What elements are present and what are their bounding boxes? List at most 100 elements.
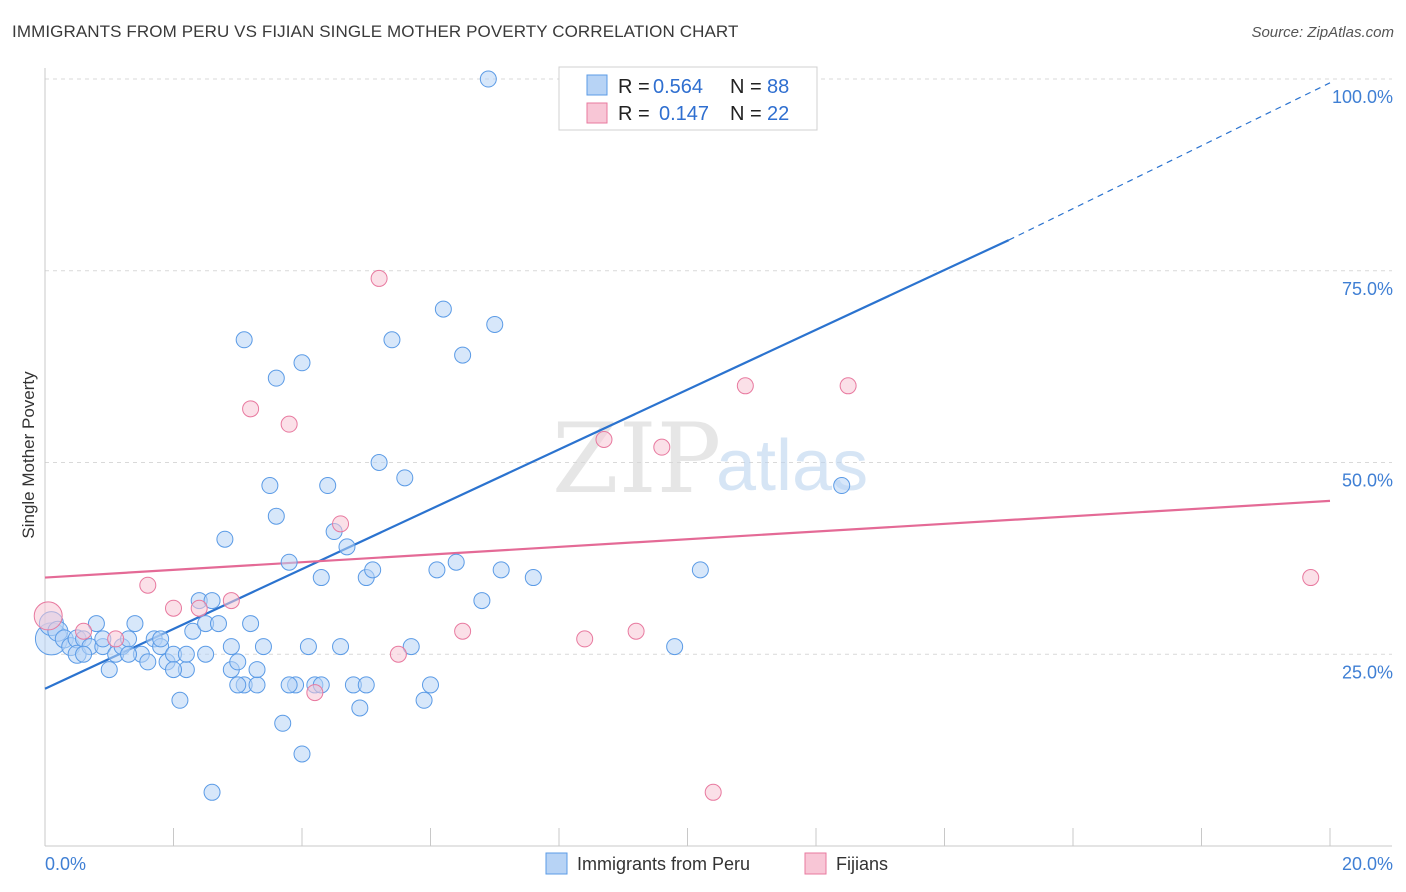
peru-point bbox=[87, 615, 105, 633]
peru-point bbox=[165, 661, 182, 679]
fijian-trend-line bbox=[44, 499, 1331, 579]
peru-point bbox=[833, 477, 851, 495]
fijian-point bbox=[454, 622, 472, 640]
peru-point bbox=[229, 653, 247, 671]
fijian-point bbox=[576, 630, 594, 648]
fijian-point bbox=[242, 400, 260, 418]
peru-point bbox=[338, 538, 356, 556]
peru-point bbox=[422, 676, 439, 694]
peru-point bbox=[434, 300, 452, 318]
peru-point bbox=[524, 569, 542, 587]
source-label: Source: ZipAtlas.com bbox=[1251, 24, 1394, 41]
peru-point bbox=[396, 469, 414, 487]
peru-point bbox=[402, 638, 420, 656]
peru-point bbox=[216, 530, 234, 548]
peru-point bbox=[280, 553, 298, 571]
peru-point bbox=[274, 714, 292, 732]
y-axis-title: Single Mother Poverty bbox=[19, 371, 38, 539]
watermark: ZIP atlas bbox=[552, 403, 868, 515]
peru-point bbox=[473, 592, 491, 610]
peru-point bbox=[415, 691, 433, 709]
peru-trend-line bbox=[44, 239, 1010, 690]
x-tick-label: 20.0% bbox=[1342, 854, 1393, 874]
legend-n-value-2: 22 bbox=[767, 103, 789, 125]
fijian-point bbox=[839, 377, 857, 395]
peru-point bbox=[267, 369, 285, 387]
peru-point bbox=[312, 569, 330, 587]
fijian-point bbox=[75, 622, 93, 640]
peru-point bbox=[242, 615, 260, 633]
fijian-point bbox=[139, 576, 157, 594]
fijian-point bbox=[595, 430, 613, 448]
fijian-point bbox=[704, 783, 722, 801]
fijian-point bbox=[222, 592, 240, 610]
x-axis-tick-labels: 0.0% 20.0% bbox=[45, 854, 1393, 874]
peru-point bbox=[479, 70, 497, 88]
peru-point bbox=[332, 638, 350, 656]
stats-legend: R = 0.564 N = 88 R = 0.147 N = 22 bbox=[558, 66, 818, 131]
peru-point bbox=[235, 331, 253, 349]
peru-point bbox=[209, 615, 227, 633]
peru-point bbox=[203, 592, 221, 610]
fijian-point bbox=[370, 269, 388, 287]
fijian-point bbox=[107, 630, 125, 648]
peru-point bbox=[267, 507, 285, 525]
trend-lines bbox=[44, 82, 1331, 690]
peru-point bbox=[222, 638, 240, 656]
peru-point bbox=[139, 653, 157, 671]
chart-title: IMMIGRANTS FROM PERU VS FIJIAN SINGLE MO… bbox=[12, 22, 739, 41]
peru-point bbox=[293, 745, 311, 763]
peru-point bbox=[666, 638, 684, 656]
fijian-point bbox=[280, 415, 298, 433]
peru-point bbox=[447, 553, 465, 571]
peru-point bbox=[261, 477, 279, 495]
watermark-zip: ZIP bbox=[552, 403, 721, 515]
y-tick-label: 75.0% bbox=[1342, 279, 1393, 299]
fijian-point bbox=[165, 599, 182, 617]
axes bbox=[44, 68, 1392, 847]
y-tick-label: 25.0% bbox=[1342, 662, 1393, 682]
legend-swatch-pink bbox=[586, 102, 608, 124]
legend-n-label-2: N = bbox=[730, 103, 762, 125]
peru-point bbox=[197, 645, 215, 663]
peru-point bbox=[383, 331, 401, 349]
peru-point bbox=[126, 615, 144, 633]
series-legend-swatch-peru bbox=[545, 852, 568, 875]
peru-point bbox=[364, 561, 382, 579]
peru-trend-extension bbox=[1008, 82, 1331, 241]
peru-point bbox=[229, 676, 247, 694]
peru-point bbox=[152, 630, 170, 648]
watermark-atlas: atlas bbox=[716, 426, 868, 506]
legend-r-value-1: 0.564 bbox=[653, 76, 703, 98]
fijian-point bbox=[736, 377, 754, 395]
data-points bbox=[33, 70, 1320, 801]
series-legend-label-fijians: Fijians bbox=[836, 854, 888, 874]
y-tick-label: 100.0% bbox=[1332, 87, 1393, 107]
y-tick-label: 50.0% bbox=[1342, 471, 1393, 491]
peru-point bbox=[171, 691, 189, 709]
x-tick-label: 0.0% bbox=[45, 854, 86, 874]
y-axis-tick-labels: 25.0% 50.0% 75.0% 100.0% bbox=[1332, 87, 1393, 682]
peru-point bbox=[492, 561, 510, 579]
series-legend-label-peru: Immigrants from Peru bbox=[577, 854, 750, 874]
legend-r-value-2: 0.147 bbox=[659, 103, 709, 125]
fijian-point bbox=[190, 599, 208, 617]
legend-n-label-1: N = bbox=[730, 76, 762, 98]
fijian-point bbox=[1302, 569, 1320, 587]
peru-point bbox=[75, 645, 93, 663]
series-legend-swatch-fijians bbox=[804, 852, 827, 875]
peru-point bbox=[351, 699, 369, 717]
peru-point bbox=[293, 354, 311, 372]
peru-point bbox=[184, 622, 202, 640]
peru-point bbox=[120, 645, 138, 663]
peru-point bbox=[370, 454, 388, 472]
peru-point bbox=[357, 676, 375, 694]
legend-n-value-1: 88 bbox=[767, 76, 789, 98]
fijian-point bbox=[627, 622, 645, 640]
peru-point bbox=[486, 315, 504, 333]
series-legend: Immigrants from Peru Fijians bbox=[545, 852, 888, 875]
peru-point bbox=[319, 477, 337, 495]
legend-r-label-1: R = bbox=[618, 76, 650, 98]
peru-point bbox=[299, 638, 317, 656]
fijian-point bbox=[653, 438, 671, 456]
